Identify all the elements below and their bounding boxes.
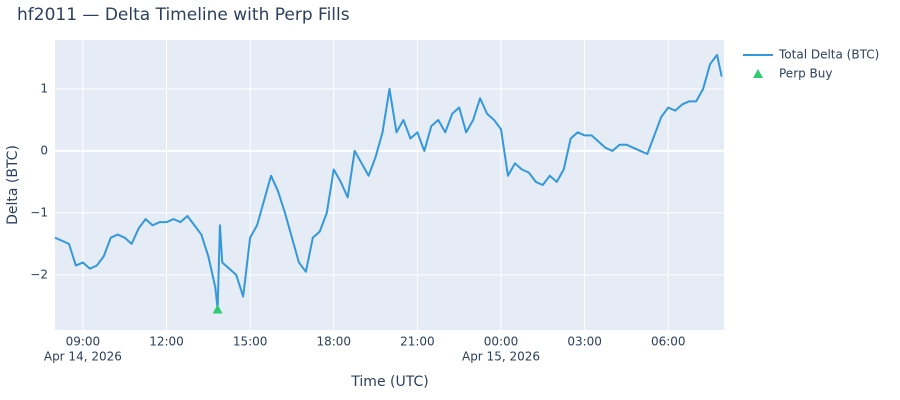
x-tick-label: 18:00 xyxy=(316,335,351,349)
y-tick-label: −1 xyxy=(30,205,48,219)
delta-line xyxy=(54,53,723,310)
x-tick-label: 00:00 xyxy=(484,335,519,349)
y-tick-label: 0 xyxy=(40,143,48,157)
plot-area xyxy=(55,40,724,330)
x-tick-label: 09:00 xyxy=(66,335,101,349)
x-tick-label: 12:00 xyxy=(149,335,184,349)
x-tick-label: 15:00 xyxy=(233,335,268,349)
legend-label: Perp Buy xyxy=(779,67,833,81)
x-tick-label: 21:00 xyxy=(400,335,435,349)
x-tick-date: Apr 15, 2026 xyxy=(462,350,540,364)
y-tick-label: −2 xyxy=(30,267,48,281)
legend-swatch xyxy=(753,69,763,78)
x-tick-label: 06:00 xyxy=(651,335,686,349)
y-tick-label: 1 xyxy=(40,81,48,95)
chart-title: hf2011 — Delta Timeline with Perp Fills xyxy=(17,5,350,25)
y-axis-title: Delta (BTC) xyxy=(5,145,21,225)
x-tick-label: 03:00 xyxy=(567,335,602,349)
x-axis-title: Time (UTC) xyxy=(350,374,428,390)
fill-marker xyxy=(212,304,223,314)
legend-label: Total Delta (BTC) xyxy=(778,48,879,62)
x-tick-date: Apr 14, 2026 xyxy=(44,350,122,364)
